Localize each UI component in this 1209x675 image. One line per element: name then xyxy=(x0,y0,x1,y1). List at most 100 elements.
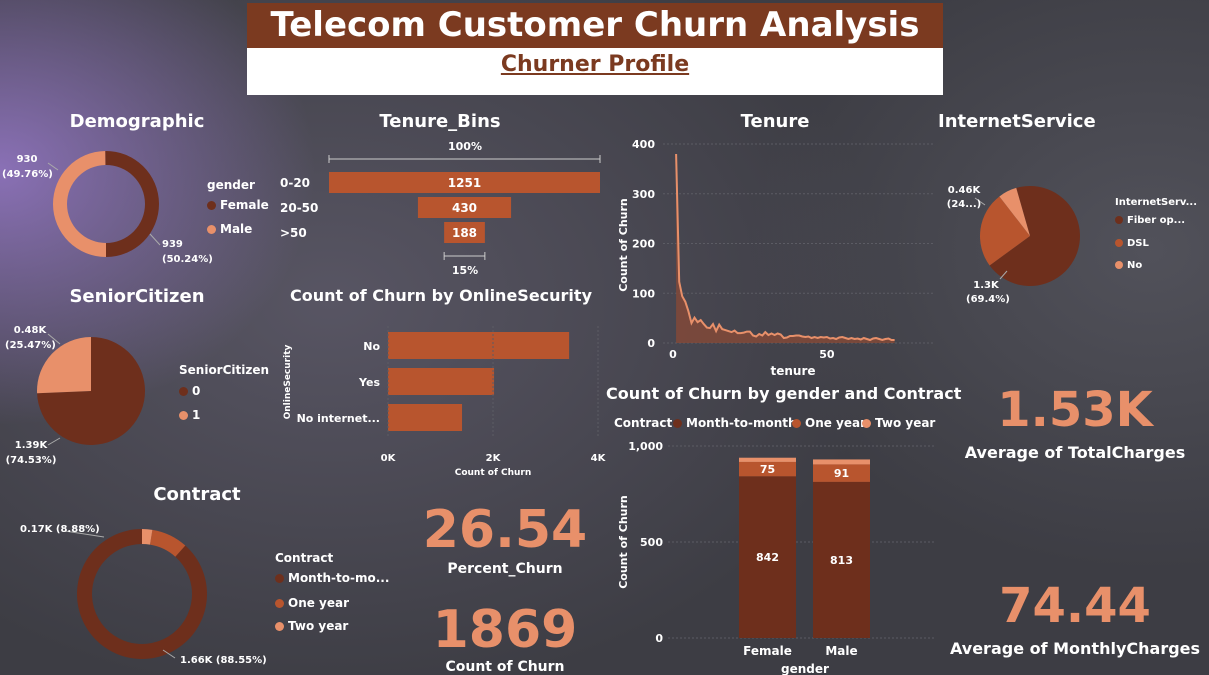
onlinesecurity-xtick-1: 2K xyxy=(486,453,502,464)
legend-dot-contract-one-year xyxy=(275,599,284,608)
leader-line-0 xyxy=(47,162,59,171)
legend-contract-one-year[interactable]: One year xyxy=(275,596,349,610)
tenure-xtick-0: 0 xyxy=(669,348,677,361)
gender-contract-title: Count of Churn by gender and Contract xyxy=(606,384,962,403)
gc-value-female-1: 75 xyxy=(760,463,775,476)
funnel-value-1: 430 xyxy=(452,201,477,215)
funnel-bar-0 xyxy=(329,172,600,193)
gc-ytick-2: 1,000 xyxy=(628,440,663,453)
seniorcitizen-title: SeniorCitizen xyxy=(69,286,205,307)
onlinesecurity-ylabel: OnlineSecurity xyxy=(283,344,293,419)
internetservice-slice-2 xyxy=(999,187,1030,236)
contract-title: Contract xyxy=(153,484,241,505)
internet-legend-dsl[interactable]: DSL xyxy=(1115,238,1149,249)
tenure-ylabel: Count of Churn xyxy=(617,198,630,292)
internetservice-slice-1 xyxy=(980,196,1030,266)
onlinesecurity-title: Count of Churn by OnlineSecurity xyxy=(290,286,592,305)
kpi-avg-total-label: Average of TotalCharges xyxy=(964,443,1186,462)
legend-contract-m2m[interactable]: Month-to-mo... xyxy=(275,571,389,585)
demographic-title: Demographic xyxy=(69,111,205,132)
gc-value-male-0: 813 xyxy=(830,554,853,567)
tenure-bins-title: Tenure_Bins xyxy=(379,111,501,132)
gc-value-female-0: 842 xyxy=(756,551,779,564)
kpi-percent-churn-label: Percent_Churn xyxy=(447,561,563,577)
onlinesecurity-xtick-2: 4K xyxy=(591,453,607,464)
onlinesecurity-bar-2 xyxy=(388,404,463,431)
leader-line-5 xyxy=(162,649,176,659)
gc-legend-dot-one-year xyxy=(792,419,801,428)
legend-dot-male xyxy=(207,225,216,234)
internet-legend-fiber[interactable]: Fiber op... xyxy=(1115,215,1185,226)
demographic-slice-0 xyxy=(105,151,159,257)
legend-male[interactable]: Male xyxy=(207,222,252,236)
funnel-value-2: 188 xyxy=(452,226,477,240)
gc-category-0: Female xyxy=(743,644,792,658)
gc-xlabel: gender xyxy=(781,662,829,675)
gc-legend-m2m[interactable]: Month-to-month xyxy=(673,416,797,430)
leader-line-3 xyxy=(47,437,61,446)
funnel-category-2: >50 xyxy=(280,226,307,240)
funnel-category-0: 0-20 xyxy=(280,176,310,190)
gc-legend-title: Contract xyxy=(614,416,673,430)
gc-bar-female-1 xyxy=(739,461,796,477)
tenure-line xyxy=(675,153,895,342)
onlinesecurity-category-0: No xyxy=(363,340,380,353)
gc-value-male-1: 91 xyxy=(834,467,849,480)
senior-label-1: 0.48K (25.47%) xyxy=(5,325,56,351)
funnel-bar-1 xyxy=(417,197,512,218)
legend-senior-0[interactable]: 0 xyxy=(179,384,200,398)
tenure-title: Tenure xyxy=(740,111,810,132)
leader-line-1 xyxy=(149,233,161,246)
subtitle-box xyxy=(247,48,943,95)
tenure-ytick-3: 300 xyxy=(632,188,655,201)
gc-ylabel: Count of Churn xyxy=(617,495,630,589)
gc-bar-female-0 xyxy=(739,476,796,638)
contract-slice-2 xyxy=(142,529,153,545)
legend-contract-two-year[interactable]: Two year xyxy=(275,619,348,633)
kpi-percent-churn-value: 26.54 xyxy=(422,500,588,560)
kpi-count-churn-label: Count of Churn xyxy=(445,659,565,675)
header-banner xyxy=(247,3,943,48)
contract-slice-0 xyxy=(77,529,207,659)
internet-legend-no[interactable]: No xyxy=(1115,260,1142,271)
kpi-avg-monthly-label: Average of MonthlyCharges xyxy=(949,639,1201,658)
contract-label-m2m: 1.66K (88.55%) xyxy=(180,655,267,666)
legend-senior-1[interactable]: 1 xyxy=(179,408,200,422)
legend-female[interactable]: Female xyxy=(207,198,269,212)
senior-label-0: 1.39K (74.53%) xyxy=(5,440,57,466)
leader-line-7 xyxy=(999,270,1008,280)
internet-legend-dot-no xyxy=(1115,261,1123,269)
contract-label-one-year: 0.17K (8.88%) xyxy=(20,524,100,535)
gc-legend-dot-two-year xyxy=(862,419,871,428)
onlinesecurity-xlabel: Count of Churn xyxy=(455,468,532,478)
tenure-ytick-1: 100 xyxy=(632,287,655,300)
gc-category-1: Male xyxy=(825,644,857,658)
seniorcitizen-legend-title: SeniorCitizen xyxy=(179,363,270,377)
internet-legend-dot-dsl xyxy=(1115,239,1123,247)
demographic-legend-title: gender xyxy=(207,178,255,192)
funnel-bar-2 xyxy=(444,222,485,243)
gc-bar-male-1 xyxy=(813,464,870,482)
funnel-value-0: 1251 xyxy=(448,176,481,190)
gc-legend-two-year[interactable]: Two year xyxy=(862,416,935,430)
internetservice-slice-0 xyxy=(989,186,1080,286)
legend-dot-contract-m2m xyxy=(275,574,284,583)
internet-legend-dot-fiber xyxy=(1115,216,1123,224)
leader-line-6 xyxy=(974,197,986,206)
kpi-avg-monthly-value: 74.44 xyxy=(999,578,1151,634)
legend-dot-senior-1 xyxy=(179,411,188,420)
internet-label-dsl: 0.46K (24...) xyxy=(946,185,982,210)
page-subtitle: Churner Profile xyxy=(500,52,690,77)
gc-ytick-0: 0 xyxy=(655,632,663,645)
gc-bar-male-0 xyxy=(813,481,870,638)
kpi-avg-total-value: 1.53K xyxy=(997,382,1153,438)
tenure-area xyxy=(676,154,895,343)
onlinesecurity-category-1: Yes xyxy=(358,376,380,389)
tenure-ytick-0: 0 xyxy=(647,337,655,350)
internet-label-fiber: 1.3K (69.4%) xyxy=(966,280,1010,305)
gc-bar-male-2 xyxy=(813,459,870,465)
gc-legend-one-year[interactable]: One year xyxy=(792,416,866,430)
tenure-xtick-1: 50 xyxy=(819,348,835,361)
leader-line-2 xyxy=(47,333,61,345)
